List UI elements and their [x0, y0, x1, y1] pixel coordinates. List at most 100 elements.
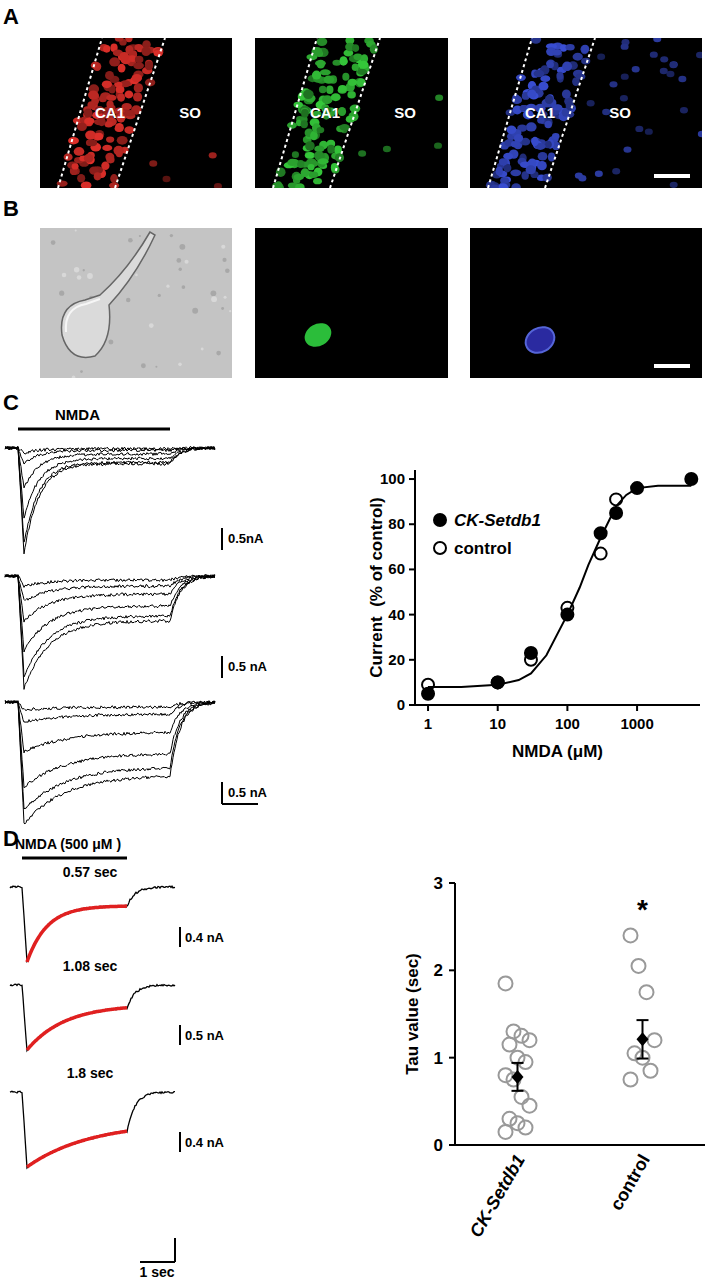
- error-bar-cap: [637, 1058, 649, 1060]
- error-bar-cap: [512, 1090, 524, 1092]
- debris: [75, 229, 77, 231]
- debris: [216, 351, 221, 356]
- region-label: CA1: [95, 104, 125, 121]
- stimulus-label: NMDA (500 μM ): [15, 836, 121, 852]
- current-trace: [5, 447, 215, 554]
- data-point: [561, 602, 573, 614]
- current-trace: [5, 447, 215, 488]
- debris: [192, 308, 198, 314]
- nucleus: [552, 49, 562, 55]
- nucleus: [507, 126, 517, 134]
- exponential-fit: [27, 1131, 127, 1167]
- nucleus: [297, 160, 304, 168]
- mean-marker: [512, 1070, 524, 1084]
- data-point: [525, 654, 537, 666]
- nucleus: [491, 185, 499, 188]
- nucleus: [670, 182, 678, 188]
- nucleus: [317, 60, 325, 69]
- nucleus: [650, 51, 658, 57]
- nucleus: [521, 322, 559, 358]
- nucleus: [514, 134, 523, 142]
- nucleus: [666, 71, 674, 77]
- scale-label: 0.5 nA: [228, 659, 268, 674]
- nucleus: [352, 44, 359, 52]
- nucleus: [95, 133, 103, 141]
- nucleus: [162, 176, 170, 182]
- nucleus: [680, 107, 688, 113]
- debris: [176, 258, 181, 263]
- nucleus: [623, 146, 631, 152]
- current-trace: [5, 575, 215, 623]
- scale-label: 0.5 nA: [185, 1028, 225, 1043]
- stimulus-bar: [22, 857, 127, 860]
- nucleus: [534, 70, 545, 77]
- nucleus: [510, 169, 521, 176]
- debris: [178, 363, 182, 367]
- x-axis: [455, 1144, 705, 1146]
- nucleus: [319, 86, 327, 93]
- y-tick: [409, 568, 415, 570]
- debris: [201, 348, 204, 351]
- nucleus: [526, 165, 536, 174]
- y-tick-label: 80: [388, 515, 405, 532]
- nucleus: [331, 93, 341, 101]
- current-trace: [5, 701, 215, 753]
- nucleus: [548, 153, 555, 162]
- current-trace: [10, 886, 175, 961]
- nucleus: [342, 73, 349, 81]
- y-axis-label: Current (% of control): [367, 497, 386, 677]
- nucleus: [621, 43, 629, 49]
- scale-bar: [654, 364, 690, 368]
- nucleus: [301, 168, 310, 177]
- nucleus: [318, 158, 329, 164]
- debris: [222, 258, 226, 262]
- panel-label: C: [3, 390, 19, 415]
- nucleus: [145, 61, 153, 70]
- nucleus: [670, 61, 678, 67]
- current-trace: [5, 701, 215, 809]
- nucleus: [660, 56, 668, 62]
- x-tick: [497, 705, 499, 711]
- nucleus: [544, 121, 551, 129]
- legend-label: control: [454, 539, 512, 558]
- region-label: SO: [609, 104, 631, 121]
- y-tick: [409, 478, 415, 480]
- debris: [87, 273, 93, 279]
- nucleus: [326, 86, 333, 94]
- debris: [74, 267, 79, 272]
- x-tick-label: 1000: [620, 715, 653, 732]
- nucleus: [320, 69, 331, 75]
- data-point: [499, 1068, 513, 1082]
- fit-line: [428, 486, 691, 687]
- nucleus: [531, 38, 542, 44]
- debris: [141, 363, 146, 368]
- region-label: SO: [394, 104, 416, 121]
- nucleus: [305, 152, 315, 159]
- neuron: [61, 232, 155, 357]
- debris: [128, 238, 133, 243]
- nucleus: [531, 137, 538, 146]
- nucleus: [134, 83, 143, 92]
- region-label: SO: [179, 104, 201, 121]
- nucleus: [67, 161, 78, 169]
- stimulus-label: NMDA: [55, 406, 100, 423]
- nucleus: [669, 62, 677, 68]
- nucleus: [91, 62, 100, 70]
- data-point: [503, 1112, 517, 1126]
- nucleus: [85, 130, 96, 139]
- data-point: [507, 1024, 521, 1038]
- nucleus: [77, 174, 85, 182]
- nucleus: [499, 158, 508, 165]
- nucleus: [133, 62, 144, 69]
- neuron-highlight: [66, 299, 100, 332]
- debris: [182, 285, 186, 289]
- nucleus: [562, 89, 571, 98]
- data-point: [499, 976, 513, 990]
- nucleus: [632, 66, 640, 72]
- nucleus: [116, 86, 125, 93]
- data-point: [422, 679, 434, 691]
- debris: [179, 268, 182, 271]
- nucleus: [72, 163, 79, 169]
- legend-label: CK-Setdb1: [454, 511, 541, 530]
- nucleus: [287, 159, 297, 166]
